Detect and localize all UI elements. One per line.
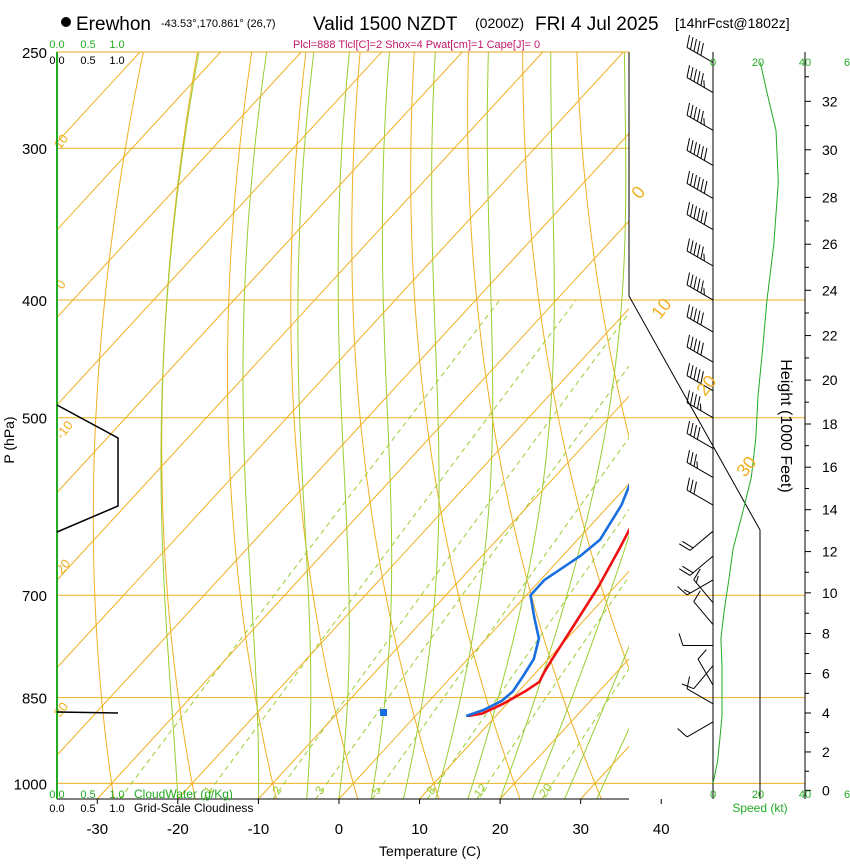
- height-tick-label: 16: [822, 459, 838, 475]
- x-tick-label: 10: [411, 821, 428, 838]
- cloudwater-label: CloudWater (g/Kg): [134, 787, 233, 801]
- height-tick-label: 4: [822, 705, 830, 721]
- utc-time: (0200Z): [475, 15, 524, 31]
- speed-tick-label-bottom: 20: [752, 789, 764, 801]
- height-tick-label: 18: [822, 416, 838, 432]
- x-tick-label: -10: [248, 821, 270, 838]
- cloudiness-tick-label-bottom: 0.0: [49, 803, 64, 815]
- height-tick-label: 6: [822, 666, 830, 682]
- height-tick-label: 20: [822, 372, 838, 388]
- cloudwater-tick-label-top: 1.0: [109, 39, 124, 51]
- cloudiness-label: Grid-Scale Cloudiness: [134, 801, 253, 815]
- pressure-tick-label: 250: [22, 45, 47, 62]
- height-tick-label: 26: [822, 236, 838, 252]
- height-tick-label: 8: [822, 625, 830, 641]
- height-tick-label: 12: [822, 544, 838, 560]
- speed-tick-label-top: 0: [710, 57, 716, 69]
- height-tick-label: 22: [822, 328, 838, 344]
- sounding-params: Plcl=888 Tlcl[C]=2 Shox=4 Pwat[cm]=1 Cap…: [293, 39, 540, 51]
- speed-tick-label-top: 6: [844, 57, 850, 69]
- cloudiness-tick-label-bottom: 1.0: [109, 803, 124, 815]
- location-name: Erewhon: [76, 14, 151, 35]
- height-tick-label: 0: [822, 782, 830, 798]
- pressure-tick-label: 850: [22, 691, 47, 708]
- location-coords: -43.53°,170.861° (26,7): [161, 18, 276, 30]
- y-axis-label: P (hPa): [1, 416, 17, 463]
- pressure-tick-label: 400: [22, 293, 47, 310]
- height-tick-label: 28: [822, 189, 838, 205]
- x-tick-label: 40: [653, 821, 670, 838]
- surface-point-marker: [380, 709, 387, 716]
- height-tick-label: 14: [822, 502, 838, 518]
- cloudiness-tick-label-bottom: 0.5: [80, 803, 95, 815]
- cloudwater-tick-label-top: 0.5: [80, 39, 95, 51]
- height-tick-label: 2: [822, 744, 830, 760]
- pressure-tick-label: 1000: [14, 776, 47, 793]
- pressure-tick-label: 700: [22, 588, 47, 605]
- pressure-tick-label: 500: [22, 411, 47, 428]
- location-marker-icon: [61, 17, 71, 27]
- x-tick-label: -20: [167, 821, 189, 838]
- cloudiness-surface-mark: [57, 712, 118, 713]
- valid-time: Valid 1500 NZDT: [313, 14, 458, 35]
- speed-tick-label-bottom: 0: [710, 789, 716, 801]
- speed-axis-label: Speed (kt): [732, 801, 787, 815]
- cloudiness-tick-label-top: 1.0: [109, 55, 124, 67]
- x-tick-label: 20: [492, 821, 509, 838]
- speed-tick-label-bottom: 6: [844, 789, 850, 801]
- cloudiness-tick-label-top: 0.5: [80, 55, 95, 67]
- cloudwater-tick-label-top: 0.0: [49, 39, 64, 51]
- x-tick-label: 0: [335, 821, 343, 838]
- height-tick-label: 30: [822, 142, 838, 158]
- height-tick-label: 24: [822, 282, 838, 298]
- x-axis-label: Temperature (C): [379, 843, 481, 859]
- forecast-date: FRI 4 Jul 2025: [535, 14, 659, 35]
- height-axis-label: Height (1000 Feet): [777, 359, 794, 492]
- pressure-tick-label: 300: [22, 141, 47, 158]
- height-tick-label: 32: [822, 93, 838, 109]
- speed-tick-label-top: 20: [752, 57, 764, 69]
- height-tick-label: 10: [822, 585, 838, 601]
- x-tick-label: 30: [572, 821, 589, 838]
- x-tick-label: -30: [86, 821, 108, 838]
- forecast-run: [14hrFcst@1802z]: [675, 15, 790, 31]
